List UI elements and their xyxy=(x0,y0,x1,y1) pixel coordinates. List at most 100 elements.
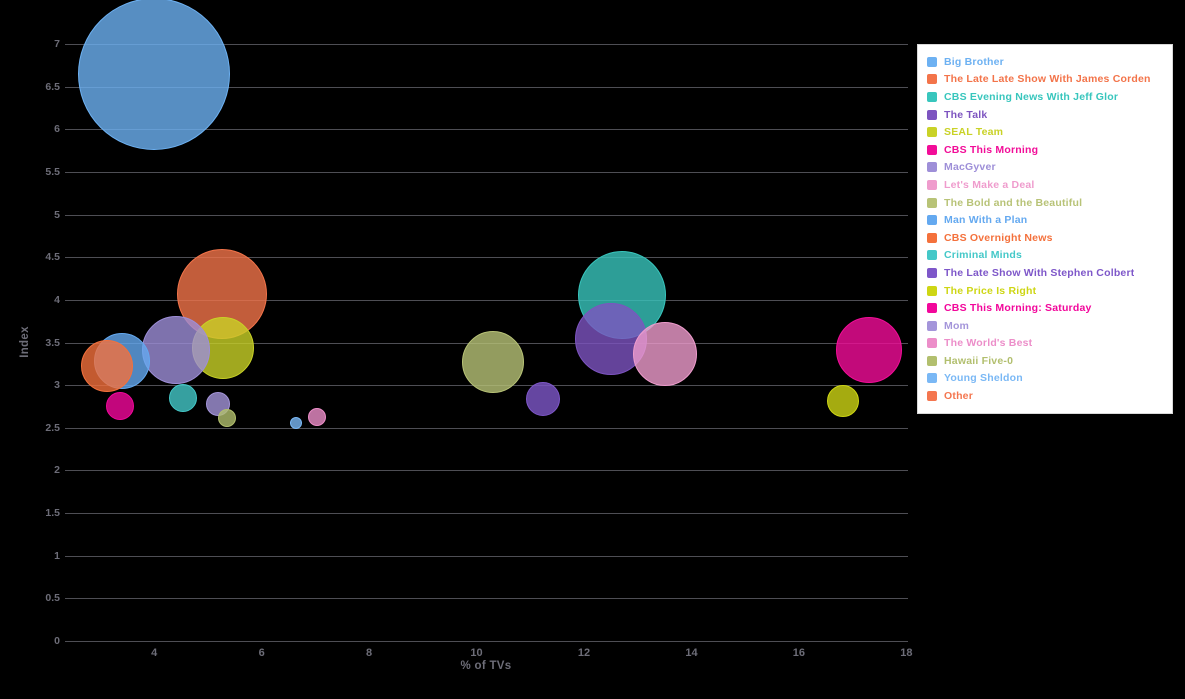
legend-item[interactable]: CBS This Morning: Saturday xyxy=(927,299,1163,317)
bubble[interactable] xyxy=(78,0,231,150)
gridline xyxy=(65,129,908,131)
legend-color-swatch xyxy=(927,127,937,138)
legend-color-swatch xyxy=(927,267,937,278)
legend-item[interactable]: Let's Make a Deal xyxy=(927,176,1163,194)
bubble[interactable] xyxy=(307,407,326,426)
legend-item[interactable]: Criminal Minds xyxy=(927,247,1163,265)
legend-item[interactable]: Mom xyxy=(927,317,1163,335)
y-tick-label: 5.5 xyxy=(45,165,60,178)
legend-item[interactable]: Man With a Plan xyxy=(927,211,1163,229)
legend-item-label: MacGyver xyxy=(944,161,996,174)
legend-item[interactable]: CBS Evening News With Jeff Glor xyxy=(927,88,1163,106)
legend-item[interactable]: The Late Late Show With James Corden xyxy=(927,71,1163,89)
x-tick-label: 14 xyxy=(685,647,698,659)
gridline xyxy=(65,513,908,515)
y-tick-label: 1.5 xyxy=(45,507,60,520)
y-tick-label: 2 xyxy=(54,464,60,477)
bubble[interactable] xyxy=(461,331,524,394)
legend-item[interactable]: The Bold and the Beautiful xyxy=(927,194,1163,212)
legend-item-label: The World's Best xyxy=(944,337,1033,350)
y-tick-label: 3 xyxy=(54,379,60,392)
legend-item[interactable]: The Late Show With Stephen Colbert xyxy=(927,264,1163,282)
x-tick-label: 10 xyxy=(470,647,483,659)
bubble[interactable] xyxy=(218,408,237,427)
x-tick-label: 16 xyxy=(792,647,806,659)
bubble[interactable] xyxy=(81,340,134,393)
gridline xyxy=(65,427,908,429)
legend-color-swatch xyxy=(927,179,937,190)
legend-item[interactable]: MacGyver xyxy=(927,159,1163,177)
y-tick-label: 3.5 xyxy=(45,336,60,349)
bubble[interactable] xyxy=(826,385,859,418)
gridline xyxy=(65,598,908,600)
bubble[interactable] xyxy=(290,416,303,429)
y-tick-label: 1 xyxy=(54,549,60,562)
x-tick-label: 6 xyxy=(258,647,265,659)
legend-item[interactable]: Other xyxy=(927,387,1163,405)
legend-item-label: The Talk xyxy=(944,108,988,121)
legend: Big Brother The Late Late Show With James… xyxy=(917,44,1173,414)
legend-item[interactable]: Hawaii Five-0 xyxy=(927,352,1163,370)
x-tick-label: 18 xyxy=(900,647,913,659)
legend-item-label: The Bold and the Beautiful xyxy=(944,196,1083,209)
legend-color-swatch xyxy=(927,74,937,85)
y-tick-label: 6.5 xyxy=(45,80,60,93)
y-tick-label: 4.5 xyxy=(45,251,60,264)
bubble[interactable] xyxy=(142,316,211,385)
legend-item[interactable]: CBS This Morning xyxy=(927,141,1163,159)
x-tick-label: 8 xyxy=(366,647,373,659)
x-tick-label: 12 xyxy=(577,647,591,659)
legend-color-swatch xyxy=(927,338,937,349)
legend-item-label: Let's Make a Deal xyxy=(944,178,1035,191)
legend-item[interactable]: The Price Is Right xyxy=(927,282,1163,300)
gridline xyxy=(65,171,908,173)
legend-item[interactable]: CBS Overnight News xyxy=(927,229,1163,247)
legend-item[interactable]: Big Brother xyxy=(927,53,1163,71)
bubble[interactable] xyxy=(632,322,697,387)
legend-color-swatch xyxy=(927,144,937,155)
gridline xyxy=(65,299,908,301)
legend-color-swatch xyxy=(927,320,937,331)
legend-item-label: CBS This Morning xyxy=(944,143,1039,156)
bubble[interactable] xyxy=(169,383,198,412)
legend-item-label: Criminal Minds xyxy=(944,249,1023,262)
legend-color-swatch xyxy=(927,91,937,102)
gridline xyxy=(65,257,908,259)
bubble[interactable] xyxy=(526,381,561,416)
legend-item-label: Big Brother xyxy=(944,55,1004,68)
gridline xyxy=(65,555,908,557)
legend-item-label: Young Sheldon xyxy=(944,372,1023,385)
legend-color-swatch xyxy=(927,373,937,384)
legend-color-swatch xyxy=(927,162,937,173)
y-tick-label: 7 xyxy=(54,38,60,50)
legend-item[interactable]: The World's Best xyxy=(927,335,1163,353)
legend-item-label: CBS This Morning: Saturday xyxy=(944,302,1092,315)
gridline xyxy=(65,641,908,642)
legend-color-swatch xyxy=(927,391,937,402)
gridline xyxy=(65,86,908,88)
gridline xyxy=(65,44,908,45)
legend-item-label: CBS Overnight News xyxy=(944,231,1053,244)
y-axis-title: Index xyxy=(19,326,31,358)
legend-color-swatch xyxy=(927,109,937,120)
y-tick-label: 0.5 xyxy=(45,592,60,605)
legend-item-label: Man With a Plan xyxy=(944,214,1028,227)
legend-color-swatch xyxy=(927,355,937,366)
legend-color-swatch xyxy=(927,197,937,208)
x-axis-title: % of TVs xyxy=(460,660,512,672)
legend-item-label: Other xyxy=(944,390,974,403)
legend-item[interactable]: The Talk xyxy=(927,106,1163,124)
x-tick-label: 4 xyxy=(151,647,158,659)
legend-color-swatch xyxy=(927,303,937,314)
legend-item[interactable]: Young Sheldon xyxy=(927,370,1163,388)
legend-item-label: The Late Late Show With James Corden xyxy=(944,73,1151,86)
legend-item[interactable]: SEAL Team xyxy=(927,123,1163,141)
legend-item-label: The Late Show With Stephen Colbert xyxy=(944,266,1135,279)
gridline xyxy=(65,214,908,216)
legend-color-swatch xyxy=(927,232,937,243)
y-tick-label: 0 xyxy=(54,635,60,647)
bubble[interactable] xyxy=(106,391,135,420)
legend-color-swatch xyxy=(927,56,937,67)
bubble[interactable] xyxy=(835,317,902,384)
